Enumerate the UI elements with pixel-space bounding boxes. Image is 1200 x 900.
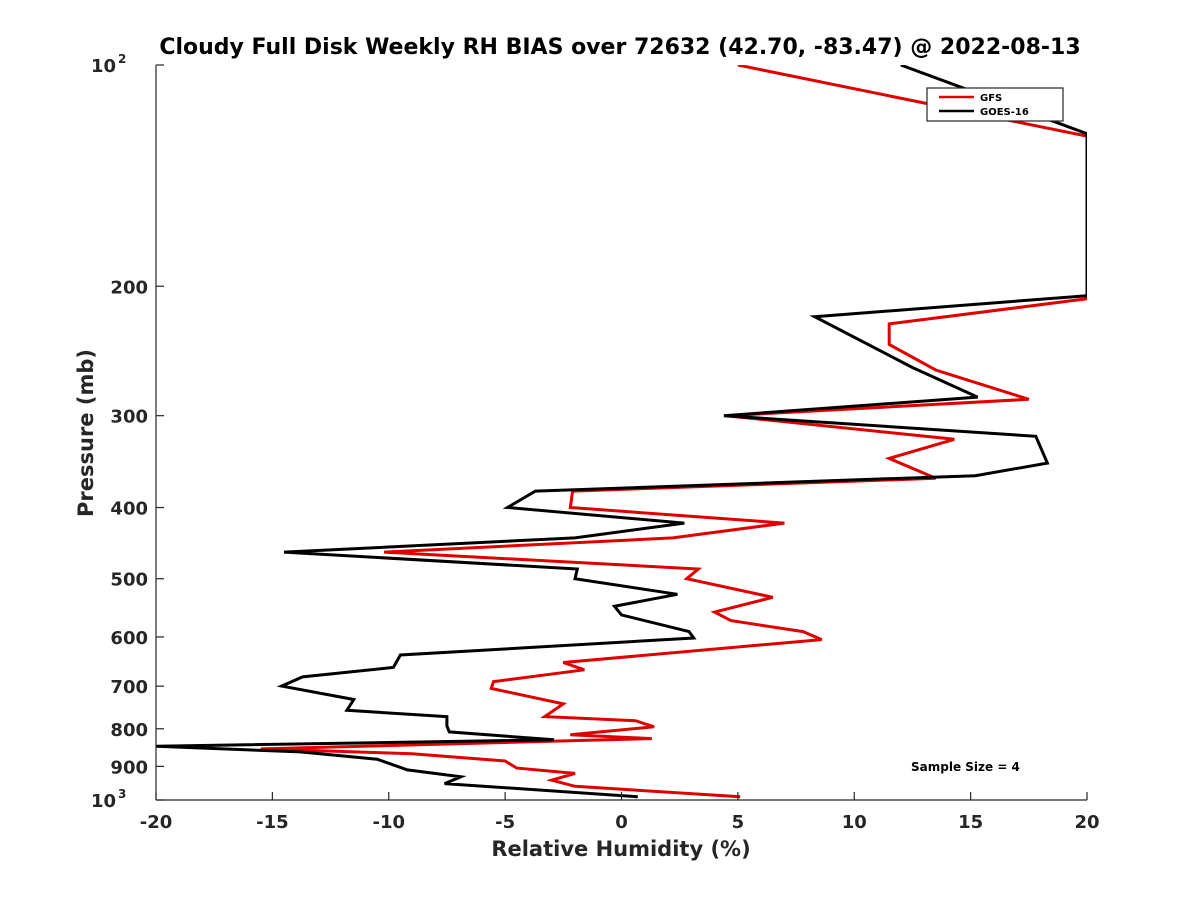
y-tick-label: 200 <box>110 277 148 298</box>
y-tick-exponent: 3 <box>118 787 126 801</box>
x-tick-label: -15 <box>256 812 289 833</box>
y-tick-label: 500 <box>110 570 148 591</box>
x-tick-label: 15 <box>958 812 983 833</box>
x-tick-label: -10 <box>372 812 405 833</box>
y-tick-label: 800 <box>110 720 148 741</box>
x-tick-label: 20 <box>1074 812 1099 833</box>
x-ticks: -20 -15 -10 -5 0 5 10 15 20 <box>140 792 1100 833</box>
x-tick-label: -20 <box>140 812 173 833</box>
y-tick-exponent: 2 <box>118 52 126 66</box>
y-tick-label: 300 <box>110 407 148 428</box>
series-line-goes16 <box>156 65 1087 799</box>
chart-title: Cloudy Full Disk Weekly RH BIAS over 726… <box>159 35 1080 60</box>
y-tick-label: 600 <box>110 628 148 649</box>
x-tick-label: 10 <box>842 812 867 833</box>
x-tick-label: 5 <box>732 812 745 833</box>
x-tick-label: -5 <box>495 812 515 833</box>
y-tick-label: 700 <box>110 677 148 698</box>
x-axis-label: Relative Humidity (%) <box>491 837 750 861</box>
x-tick-label: 0 <box>615 812 628 833</box>
y-axis-label: Pressure (mb) <box>74 349 98 517</box>
series-line-gfs <box>260 65 1087 799</box>
legend-box <box>926 87 1064 122</box>
legend-label-goes16: GOES-16 <box>980 107 1029 118</box>
y-tick-label: 10 <box>91 56 116 77</box>
sample-size-annotation: Sample Size = 4 <box>911 760 1020 774</box>
series-layer <box>156 65 1087 799</box>
legend: GFS GOES-16 <box>926 87 1064 122</box>
y-tick-label: 10 <box>91 791 116 812</box>
y-tick-label: 400 <box>110 499 148 520</box>
y-tick-label: 900 <box>110 757 148 778</box>
legend-label-gfs: GFS <box>980 93 1002 104</box>
